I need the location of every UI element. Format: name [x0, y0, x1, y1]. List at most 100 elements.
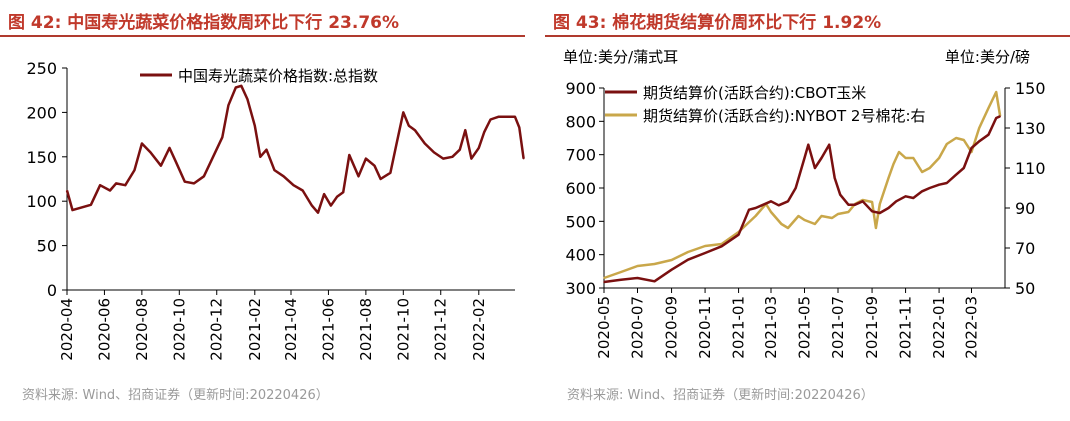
left-series-point: [301, 189, 304, 192]
right-corn-point: [737, 233, 740, 236]
right-corn-point: [794, 187, 797, 189]
right-x-tick-label: 2021-01: [730, 296, 748, 359]
right-corn-point: [987, 133, 990, 136]
left-series-point: [323, 193, 325, 195]
right-cotton-point: [945, 143, 948, 145]
right-chart-panel: 图 43: 棉花期货结算价周环比下行 1.92% 单位:美分/蒲式耳 单位:美分/…: [545, 0, 1070, 421]
left-chart-plot: 0 50 100 150 200 250 2020-04 2020-06 2020-08 2020…: [26, 59, 525, 361]
left-series-point: [464, 129, 467, 131]
left-series-point: [80, 206, 83, 209]
right-corn-point: [670, 268, 673, 271]
right-cotton-point: [636, 265, 639, 267]
left-series-point: [489, 118, 492, 121]
left-chart-panel: 图 42: 中国寿光蔬菜价格指数周环比下行 23.76% 0 50 100 150 20…: [0, 0, 525, 421]
right-cotton-point: [978, 127, 980, 129]
right-corn-point: [871, 210, 873, 213]
right-x-tick-label: 2021-07: [829, 296, 847, 359]
right-cotton-point: [847, 211, 850, 213]
left-series-point: [518, 126, 521, 129]
right-corn-point: [777, 204, 780, 207]
left-series-point: [357, 175, 360, 178]
right-x-tick-label: 2020-07: [629, 296, 647, 359]
right-corn-point: [807, 143, 810, 146]
left-series-point: [497, 116, 500, 118]
left-series-point: [348, 154, 351, 156]
left-chart-source: 资料来源: Wind、招商证券（更新时间:20220426）: [22, 388, 329, 403]
left-series-point: [408, 124, 410, 127]
right-corn-point: [704, 252, 706, 254]
right-corn-point: [921, 190, 923, 193]
left-series-point: [330, 204, 332, 207]
right-corn-point: [847, 203, 850, 206]
left-series-point: [506, 116, 509, 118]
right-cotton-point: [887, 177, 890, 179]
right-corn-point: [620, 278, 622, 281]
right-corn-point: [748, 208, 750, 211]
right-x-tick-label: 2020-09: [663, 296, 681, 359]
left-series-point: [193, 182, 195, 185]
right-corn-point: [762, 203, 765, 206]
right-cotton-point: [803, 219, 806, 221]
left-series-point: [227, 104, 230, 107]
left-series-point: [414, 129, 416, 131]
right-legend-label-corn: 期货结算价(活跃合约):CBOT玉米: [643, 84, 866, 102]
left-series-point: [160, 164, 162, 167]
left-series-point: [133, 169, 136, 171]
left-series-point: [109, 189, 111, 192]
right-left-y-tick-label: 400: [565, 246, 596, 265]
right-corn-line: [603, 115, 1001, 284]
right-corn-point: [828, 143, 831, 146]
right-left-y-tick-label: 600: [565, 179, 596, 198]
left-series-point: [292, 184, 295, 187]
left-series-point: [458, 148, 461, 151]
left-series-point: [423, 142, 426, 145]
left-x-tick-label: 2021-06: [319, 298, 337, 361]
right-cotton-point: [938, 157, 940, 159]
left-y-tick-label: 50: [37, 237, 57, 256]
right-corn-point: [995, 117, 998, 119]
left-series-line: [65, 84, 525, 214]
left-title-divider: [0, 35, 525, 37]
right-corn-point: [803, 157, 806, 159]
right-corn-point: [653, 280, 656, 283]
left-y-tick-label: 0: [47, 281, 57, 300]
right-cotton-line: [603, 90, 1002, 280]
right-corn-point: [999, 115, 1001, 118]
left-series-point: [259, 156, 262, 158]
right-corn-point: [833, 177, 836, 179]
right-corn-point: [636, 277, 639, 279]
left-series-point: [365, 157, 367, 160]
left-x-tick-label: 2020-08: [133, 298, 151, 361]
left-series-point: [336, 195, 338, 198]
left-series-point: [522, 157, 525, 160]
right-corn-point: [978, 140, 980, 143]
left-series-point: [311, 204, 313, 207]
right-cotton-point: [814, 223, 816, 225]
left-series-point: [514, 116, 516, 118]
left-legend-label: 中国寿光蔬菜价格指数:总指数: [178, 67, 378, 85]
left-series-point: [141, 142, 143, 145]
right-corn-point: [720, 245, 723, 248]
right-cotton-point: [780, 223, 783, 225]
right-cotton-point: [875, 227, 877, 229]
left-series-point: [470, 157, 473, 160]
right-corn-point: [787, 200, 789, 203]
left-series-point: [389, 171, 392, 174]
left-series-point: [168, 147, 171, 149]
left-series-point: [317, 211, 319, 214]
right-cotton-point: [837, 213, 839, 215]
right-cotton-point: [603, 277, 605, 279]
left-series-point: [282, 175, 285, 178]
left-series-point: [451, 156, 454, 158]
right-corn-point: [945, 182, 948, 184]
left-series-point: [234, 86, 237, 89]
right-corn-point: [887, 207, 890, 209]
left-series-point: [379, 178, 382, 180]
left-x-tick-label: 2021-10: [394, 298, 412, 361]
left-series-point: [342, 191, 344, 194]
right-x-tick-label: 2020-11: [696, 296, 714, 359]
left-series-point: [99, 184, 101, 187]
left-series-point: [115, 182, 117, 185]
left-series-point: [483, 131, 486, 133]
left-chart-title: 图 42: 中国寿光蔬菜价格指数周环比下行 23.76%: [8, 13, 400, 33]
